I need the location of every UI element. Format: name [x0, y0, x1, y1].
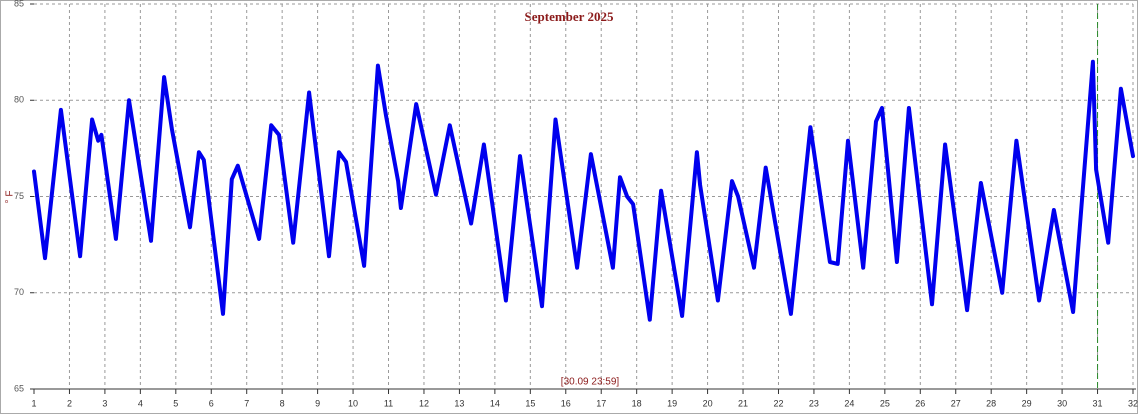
x-tick-label: 23 [809, 398, 819, 408]
y-tick-label: 80 [14, 95, 24, 105]
x-tick-label: 13 [454, 398, 464, 408]
x-tick-label: 19 [667, 398, 677, 408]
x-tick-label: 17 [596, 398, 606, 408]
x-tick-label: 6 [209, 398, 214, 408]
x-tick-label: 24 [844, 398, 854, 408]
x-tick-label: 32 [1128, 398, 1138, 408]
x-tick-label: 16 [561, 398, 571, 408]
x-tick-label: 1 [31, 398, 36, 408]
x-tick-label: 27 [951, 398, 961, 408]
x-tick-label: 3 [102, 398, 107, 408]
x-tick-label: 5 [173, 398, 178, 408]
x-tick-label: 26 [915, 398, 925, 408]
x-tick-label: 28 [986, 398, 996, 408]
x-tick-label: 14 [490, 398, 500, 408]
x-tick-label: 8 [280, 398, 285, 408]
x-tick-label: 30 [1057, 398, 1067, 408]
x-tick-label: 2 [67, 398, 72, 408]
temperature-line [32, 59, 1135, 322]
x-tick-label: 18 [632, 398, 642, 408]
x-tick-label: 10 [348, 398, 358, 408]
x-tick-label: 22 [773, 398, 783, 408]
x-tick-label: 31 [1093, 398, 1103, 408]
x-tick-label: 11 [384, 398, 393, 408]
x-tick-label: 21 [738, 398, 748, 408]
chart-title: September 2025 [525, 9, 614, 24]
x-tick-label: 9 [315, 398, 320, 408]
x-tick-label: 12 [419, 398, 429, 408]
x-tick-label: 25 [880, 398, 890, 408]
x-tick-label: 29 [1022, 398, 1032, 408]
x-tick-label: 15 [525, 398, 535, 408]
y-tick-label: 75 [14, 191, 24, 201]
x-tick-label: 7 [244, 398, 249, 408]
x-tick-label: 20 [703, 398, 713, 408]
marker-label: [30.09 23:59] [561, 377, 620, 388]
y-axis-label: ° F [5, 191, 16, 204]
y-tick-label: 70 [14, 287, 24, 297]
y-tick-label: 65 [14, 383, 24, 393]
y-tick-label: 85 [14, 0, 24, 8]
x-tick-label: 4 [138, 398, 143, 408]
